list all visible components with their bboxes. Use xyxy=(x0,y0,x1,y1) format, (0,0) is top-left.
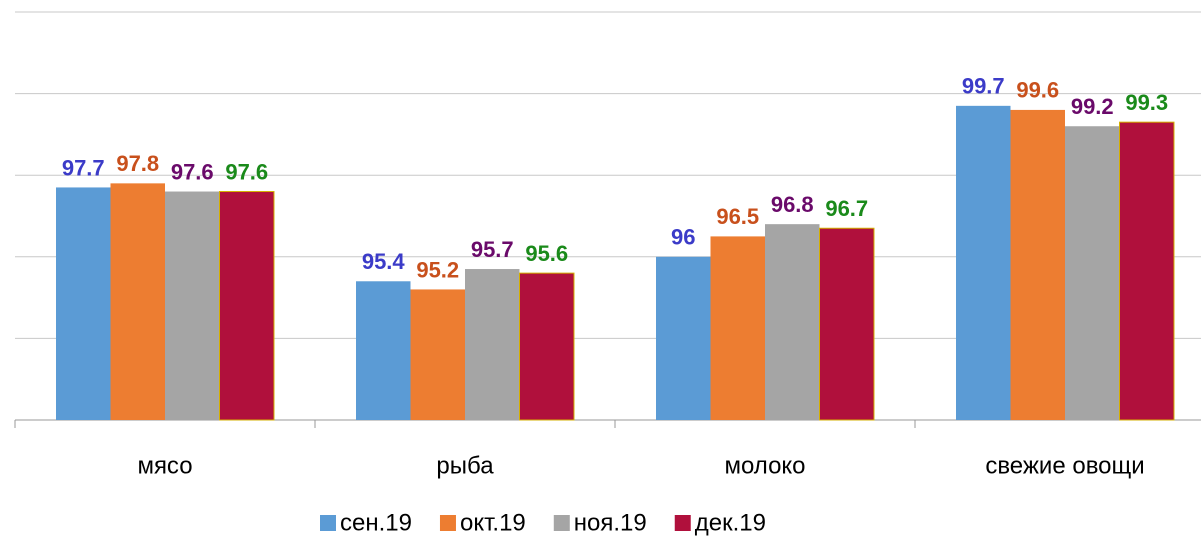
bar xyxy=(765,224,820,420)
bar xyxy=(219,191,275,421)
legend-label: ноя.19 xyxy=(574,509,647,536)
value-label: 96 xyxy=(671,225,695,250)
bar xyxy=(710,236,765,420)
value-label: 96.5 xyxy=(716,204,759,229)
legend-label: сен.19 xyxy=(340,509,412,536)
value-label: 97.6 xyxy=(171,159,214,184)
value-label: 99.3 xyxy=(1125,90,1168,115)
value-label: 97.7 xyxy=(62,155,105,180)
value-label: 97.6 xyxy=(225,159,268,184)
legend-label: окт.19 xyxy=(460,509,526,536)
value-label: 99.7 xyxy=(962,74,1005,99)
bar xyxy=(465,269,520,420)
legend-swatch xyxy=(674,515,691,531)
legend-swatch xyxy=(553,515,570,531)
x-tick-label: рыба xyxy=(436,452,494,479)
x-tick-label: мясо xyxy=(137,452,192,479)
bar xyxy=(819,227,875,421)
legend-label: дек.19 xyxy=(695,509,766,536)
value-label: 96.8 xyxy=(771,192,814,217)
value-label: 95.2 xyxy=(416,257,459,282)
bar xyxy=(165,191,220,420)
bar xyxy=(110,183,165,420)
value-label: 99.6 xyxy=(1016,78,1059,103)
bar xyxy=(1119,121,1175,421)
legend-swatch xyxy=(439,515,456,531)
bar xyxy=(956,105,1011,420)
x-tick-label: молоко xyxy=(724,452,805,479)
legend-swatch xyxy=(320,515,336,531)
value-label: 97.8 xyxy=(116,151,159,176)
bar xyxy=(1010,109,1065,421)
bar xyxy=(410,289,465,420)
bar xyxy=(519,272,575,421)
bar xyxy=(56,187,111,420)
bar xyxy=(1065,126,1120,421)
bar xyxy=(356,281,411,420)
bar xyxy=(656,256,711,420)
value-label: 95.6 xyxy=(525,241,568,266)
value-label: 99.2 xyxy=(1071,94,1114,119)
value-label: 95.4 xyxy=(362,249,406,274)
value-label: 95.7 xyxy=(471,237,514,262)
x-tick-label: свежие овощи xyxy=(985,452,1144,479)
value-label: 96.7 xyxy=(825,196,868,221)
